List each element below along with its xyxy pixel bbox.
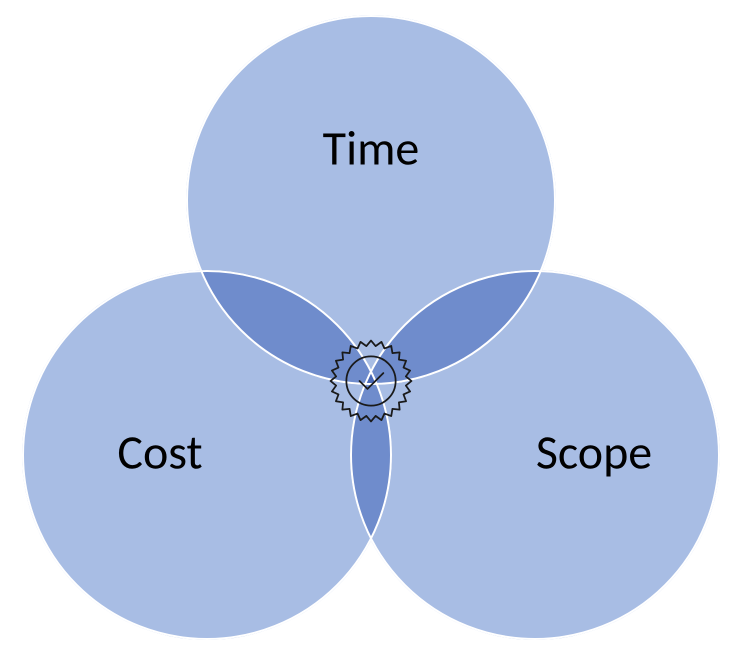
- label-scope: Scope: [536, 423, 652, 482]
- venn-circle-cost: [22, 270, 392, 640]
- label-cost: Cost: [117, 423, 202, 482]
- quality-badge-icon: [327, 337, 415, 425]
- label-time: Time: [323, 119, 420, 178]
- venn-diagram: Time Cost Scope: [0, 0, 742, 672]
